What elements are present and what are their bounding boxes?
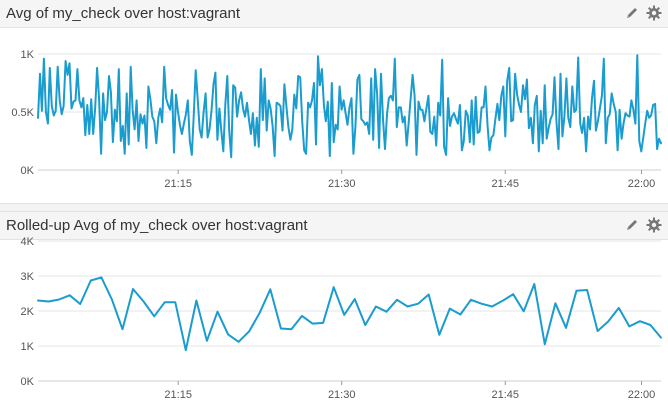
line-chart: 0K 0.5K 1K 21:15 21:30 21:45 22:00 [11,49,662,190]
y-tick-label: 3K [21,271,35,283]
y-tick-label: 0K [21,376,35,388]
x-tick-label: 21:45 [491,178,519,190]
y-tick-label: 1K [21,49,35,61]
timeseries-panel-2: Rolled-up Avg of my_check over host:vagr… [0,212,668,409]
y-tick-label: 0K [21,165,35,177]
y-tick-label: 1K [21,341,35,353]
x-tick-label: 21:15 [164,178,192,190]
x-tick-label: 21:15 [164,389,192,401]
line-chart: 0K 1K 2K 3K 4K 21:15 21:30 21:45 22:00 [21,236,662,401]
panel-header: Avg of my_check over host:vagrant [0,0,668,28]
x-tick-label: 21:30 [328,389,356,401]
gear-icon[interactable] [646,5,662,21]
series-line [37,54,662,159]
x-tick-label: 21:30 [328,178,356,190]
x-tick-label: 22:00 [628,178,656,190]
timeseries-panel-1: Avg of my_check over host:vagrant [0,0,668,203]
gear-icon[interactable] [646,217,662,233]
panel-title: Rolled-up Avg of my_check over host:vagr… [6,217,308,234]
y-tick-label: 4K [21,236,35,248]
panel-header: Rolled-up Avg of my_check over host:vagr… [0,212,668,240]
panel-divider [0,203,668,212]
y-tick-label: 2K [21,306,35,318]
panel-title: Avg of my_check over host:vagrant [6,5,241,22]
x-tick-label: 22:00 [628,389,656,401]
pencil-icon[interactable] [624,5,640,21]
x-tick-label: 21:45 [491,389,519,401]
pencil-icon[interactable] [624,217,640,233]
series-line [37,276,662,352]
y-tick-label: 0.5K [11,107,34,119]
